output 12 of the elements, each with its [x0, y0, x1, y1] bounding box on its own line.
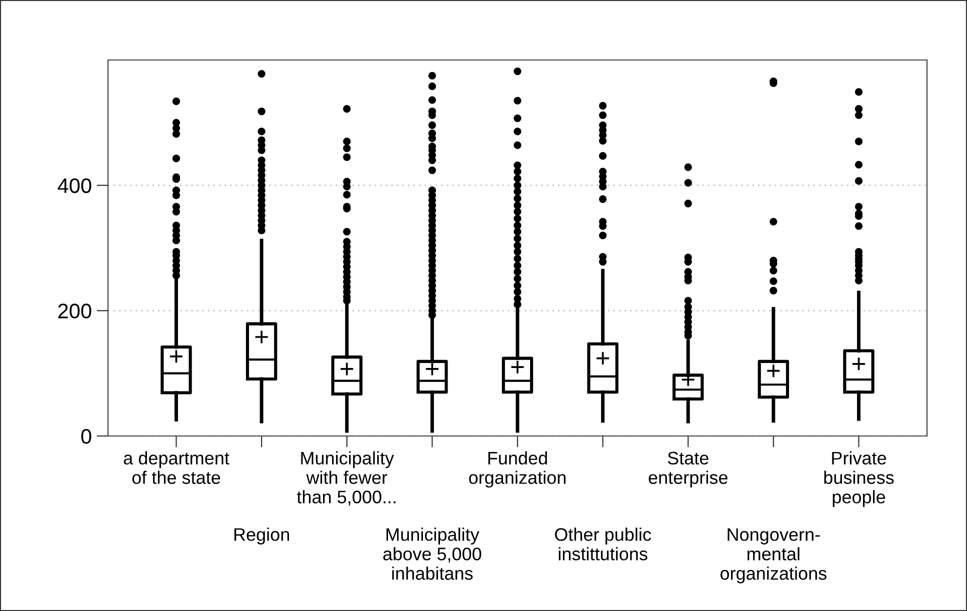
x-tick-label: Municipality with fewer than 5,000... — [296, 451, 396, 506]
x-tick-label: Funded organization — [469, 451, 566, 488]
x-tick-label: Region — [234, 528, 289, 544]
x-tick-label: Municipality above 5,000 inhabitans — [383, 528, 482, 580]
x-tick-label: State enterprise — [648, 452, 728, 488]
x-tick-label: Other public instittutions — [554, 528, 652, 560]
y-tick-label: 0 — [81, 429, 92, 444]
y-tick-label: 200 — [58, 304, 92, 318]
x-tick-label: a department of the state — [124, 451, 230, 484]
x-tick-label: Private business people — [824, 451, 894, 508]
x-tick-label: Nongovern- mental organizations — [720, 528, 826, 584]
y-tick-label: 400 — [58, 178, 92, 194]
